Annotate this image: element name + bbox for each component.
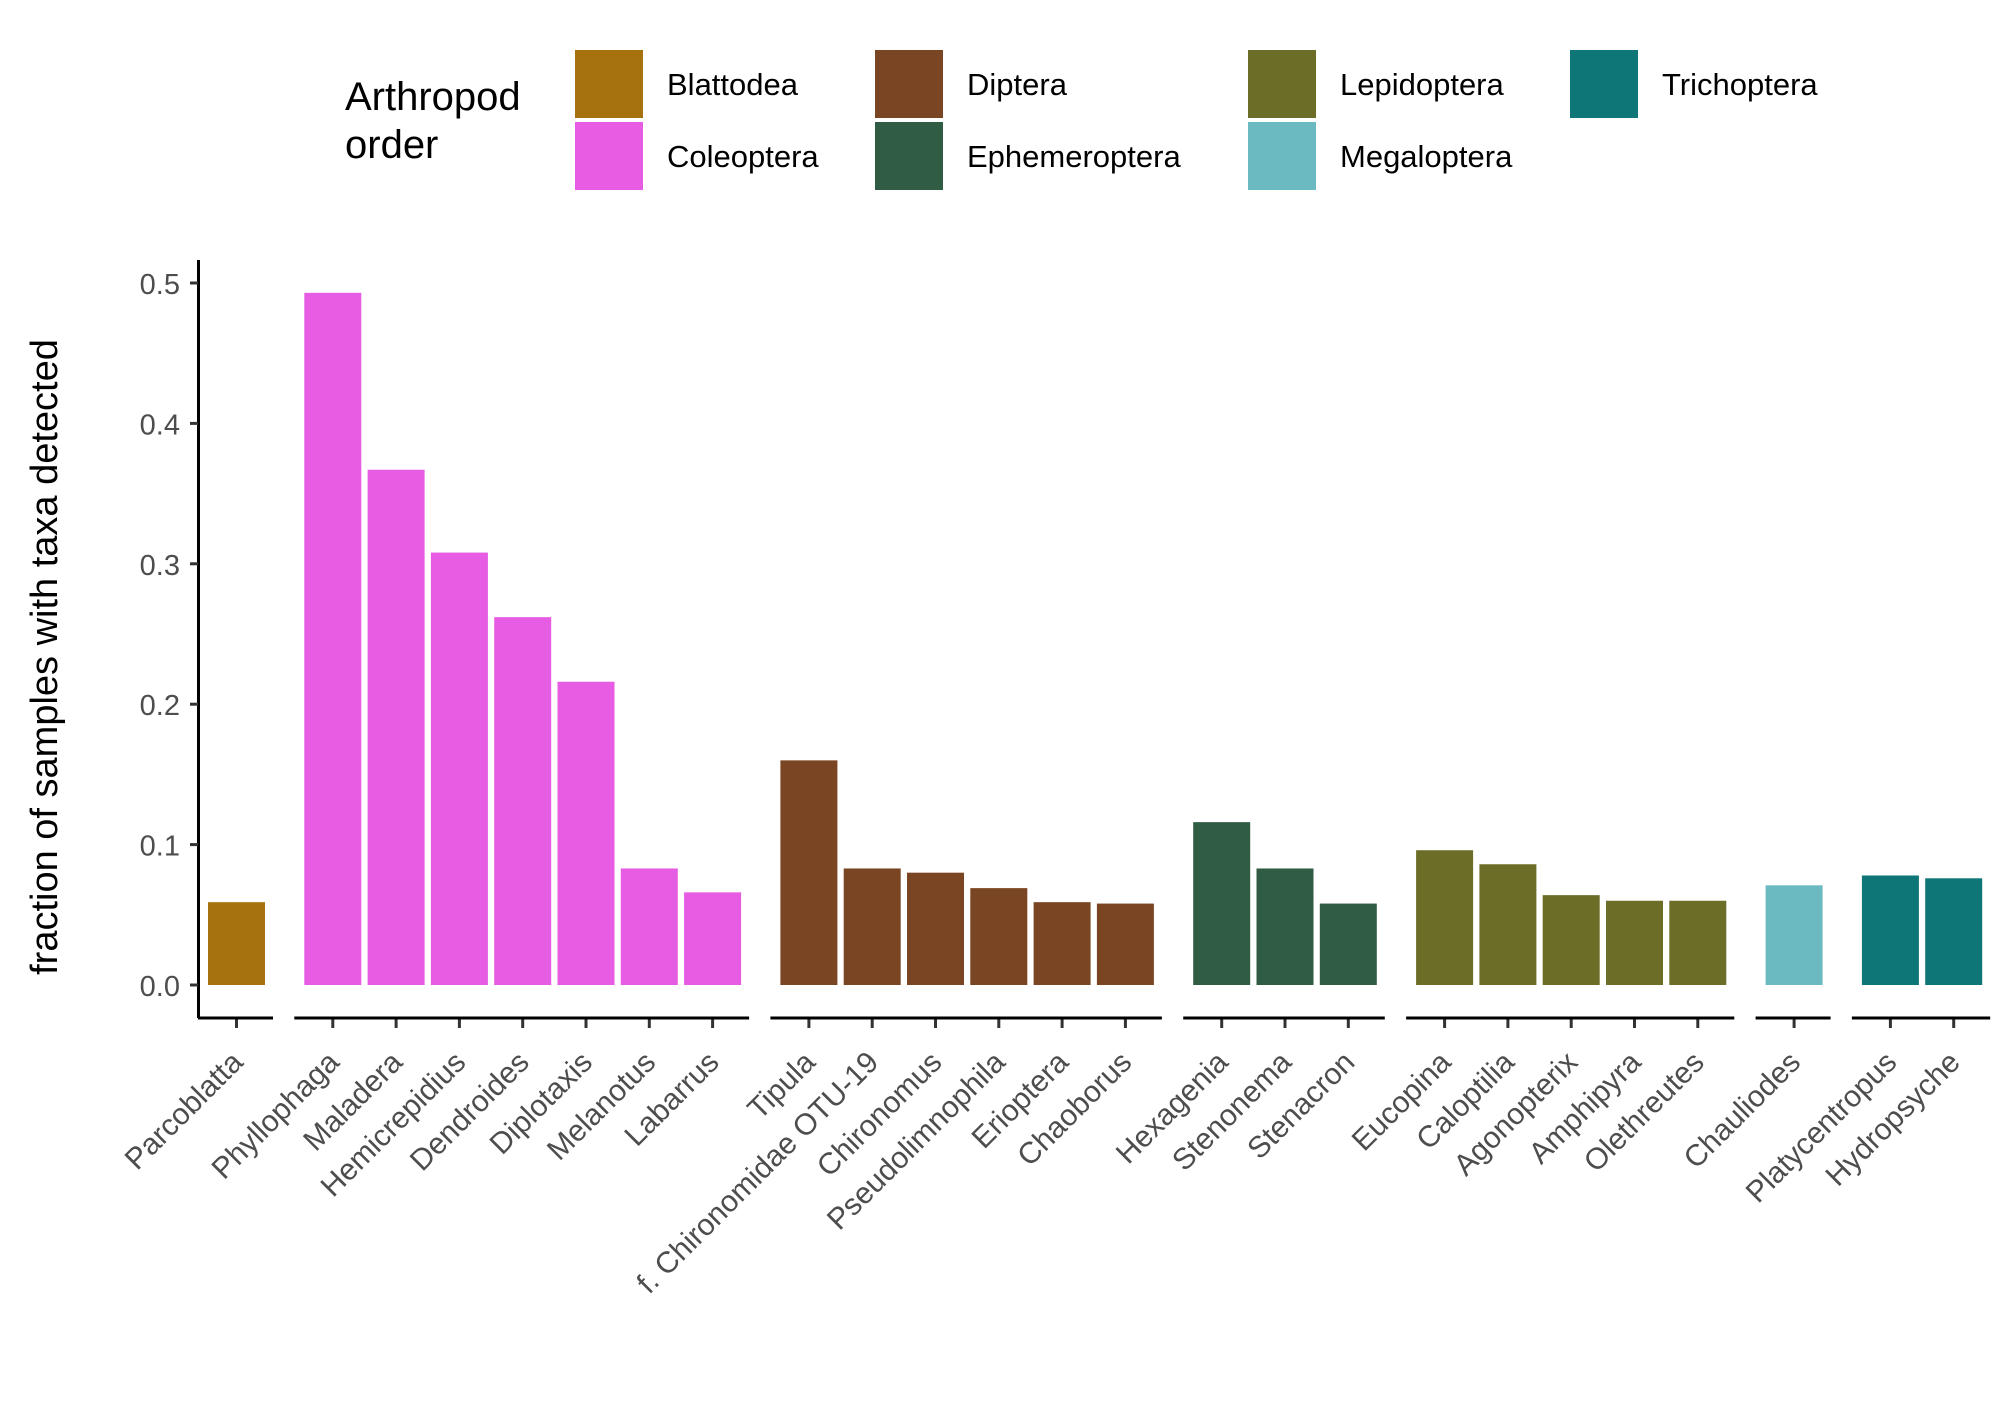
legend-key-blattodea (575, 50, 643, 118)
bar-amphipyra (1606, 900, 1663, 985)
bar-pseudolimnophila (970, 888, 1028, 985)
bar-dendroides (494, 617, 552, 985)
bar-olethreutes (1669, 900, 1727, 985)
y-tick-label: 0.3 (140, 550, 180, 582)
bar-hexagenia (1193, 822, 1251, 985)
bar-chauliodes (1765, 885, 1823, 985)
bar-parcoblatta (208, 902, 265, 985)
legend-key-ephemeroptera (875, 122, 943, 190)
y-tick-label: 0.5 (140, 269, 180, 301)
legend-label-lepidoptera: Lepidoptera (1340, 67, 1505, 102)
bar-melanotus (620, 868, 678, 985)
y-tick-label: 0.2 (140, 690, 180, 722)
y-tick-label: 0.0 (140, 971, 180, 1003)
legend-title-line-2: order (345, 123, 438, 167)
legend-key-lepidoptera (1248, 50, 1316, 118)
bar-platycentropus (1861, 875, 1919, 985)
legend-label-ephemeroptera: Ephemeroptera (967, 139, 1181, 174)
x-axis: ParcoblattaPhyllophagaMaladeraHemicrepid… (119, 1016, 1991, 1300)
bar-f-chironomidae-otu-19 (843, 868, 901, 985)
y-tick-label: 0.1 (140, 831, 180, 863)
y-axis-title: fraction of samples with taxa detected (24, 339, 66, 975)
bar-hydropsyche (1925, 878, 1983, 985)
legend-label-megaloptera: Megaloptera (1340, 139, 1513, 174)
y-axis: fraction of samples with taxa detected 0… (24, 260, 200, 1018)
legend-key-megaloptera (1248, 122, 1316, 190)
bars (208, 292, 1983, 985)
bar-stenacron (1319, 903, 1377, 985)
bar-agonopterix (1542, 895, 1600, 985)
bar-phyllophaga (304, 292, 362, 985)
legend-key-diptera (875, 50, 943, 118)
y-tick-label: 0.4 (140, 409, 180, 441)
bar-erioptera (1033, 902, 1091, 985)
legend-title-line-1: Arthropod (345, 75, 521, 119)
bar-diplotaxis (557, 681, 615, 985)
bar-chironomus (907, 872, 964, 985)
legend: Arthropod order Blattodea Coleoptera Dipte… (345, 50, 1818, 190)
legend-label-trichoptera: Trichoptera (1662, 67, 1818, 102)
bar-tipula (780, 760, 838, 985)
legend-label-blattodea: Blattodea (667, 67, 799, 102)
bar-maladera (367, 469, 425, 985)
bar-labarrus (684, 892, 742, 985)
legend-label-coleoptera: Coleoptera (667, 139, 819, 174)
legend-label-diptera: Diptera (967, 67, 1068, 102)
bar-caloptilia (1479, 864, 1537, 985)
bar-stenonema (1256, 868, 1314, 985)
bar-hemicrepidius (430, 552, 488, 985)
bar-eucopina (1416, 850, 1474, 985)
legend-key-coleoptera (575, 122, 643, 190)
bar-chaoborus (1096, 903, 1154, 985)
legend-key-trichoptera (1570, 50, 1638, 118)
